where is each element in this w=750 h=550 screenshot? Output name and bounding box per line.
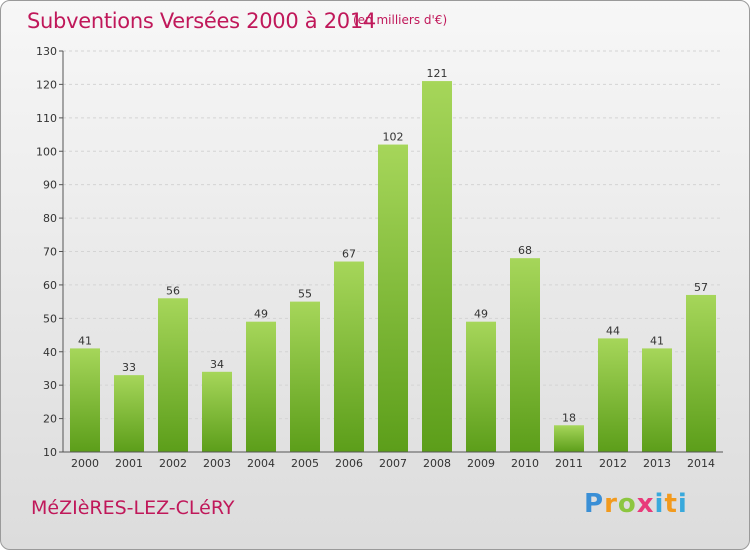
bar xyxy=(510,258,540,452)
bar-value-label: 121 xyxy=(427,67,448,80)
proxiti-logo: Proxiti xyxy=(584,489,688,519)
y-axis: 10 20 30 40 50 60 70 80 90 100 110 120 130 xyxy=(36,45,64,459)
bar xyxy=(554,425,584,452)
bar xyxy=(114,375,144,452)
logo-letter: x xyxy=(636,489,655,519)
logo-letter: t xyxy=(664,489,678,519)
x-tick-label: 2006 xyxy=(335,457,363,470)
logo-letter: i xyxy=(677,489,688,519)
bar xyxy=(598,338,628,452)
logo-letter: o xyxy=(617,489,637,519)
unit-note: (en milliers d'€) xyxy=(353,13,448,27)
x-tick-label: 2007 xyxy=(379,457,407,470)
y-tick-label: 40 xyxy=(43,346,57,359)
y-tick-label: 130 xyxy=(36,45,57,58)
bar-value-label: 56 xyxy=(166,284,180,297)
bar xyxy=(246,321,276,452)
y-tick-label: 60 xyxy=(43,279,57,292)
bar xyxy=(158,298,188,452)
bar-value-label: 49 xyxy=(474,308,488,321)
x-tick-label: 2012 xyxy=(599,457,627,470)
bar-value-label: 44 xyxy=(606,324,620,337)
bar xyxy=(70,348,100,452)
x-axis: 2000 2001 2002 2003 2004 2005 2006 2007 2008 2009… xyxy=(63,451,723,470)
commune-name: MéZIèRES-LEZ-CLéRY xyxy=(31,497,235,519)
bar xyxy=(334,261,364,452)
y-tick-label: 10 xyxy=(43,446,57,459)
bar-value-label: 33 xyxy=(122,361,136,374)
bar xyxy=(378,144,408,453)
x-tick-label: 2001 xyxy=(115,457,143,470)
bar-value-label: 57 xyxy=(694,281,708,294)
x-tick-label: 2010 xyxy=(511,457,539,470)
bar xyxy=(642,348,672,452)
y-tick-label: 70 xyxy=(43,246,57,259)
bar-value-label: 18 xyxy=(562,411,576,424)
x-tick-label: 2014 xyxy=(687,457,715,470)
y-tick-label: 90 xyxy=(43,179,57,192)
logo-letter: i xyxy=(654,489,665,519)
x-tick-label: 2003 xyxy=(203,457,231,470)
x-tick-label: 2004 xyxy=(247,457,275,470)
bar xyxy=(686,294,716,452)
chart-title: Subventions Versées 2000 à 2014 xyxy=(27,9,376,33)
x-tick-label: 2009 xyxy=(467,457,495,470)
x-tick-label: 2008 xyxy=(423,457,451,470)
y-tick-label: 50 xyxy=(43,312,57,325)
bar-value-label: 49 xyxy=(254,308,268,321)
bar-value-label: 102 xyxy=(383,131,404,144)
bar-value-label: 34 xyxy=(210,358,224,371)
bar-value-label: 55 xyxy=(298,288,312,301)
bar xyxy=(290,301,320,452)
bar-value-label: 68 xyxy=(518,244,532,257)
logo-letter: r xyxy=(604,489,618,519)
bars: 41 33 56 34 49 55 67 102 121 49 68 18 44 41 57 xyxy=(70,67,716,453)
bar xyxy=(422,81,452,452)
x-tick-label: 2013 xyxy=(643,457,671,470)
y-tick-label: 80 xyxy=(43,212,57,225)
x-tick-label: 2011 xyxy=(555,457,583,470)
logo-letter: P xyxy=(584,489,605,519)
x-tick-label: 2002 xyxy=(159,457,187,470)
y-tick-label: 110 xyxy=(36,112,57,125)
x-tick-label: 2000 xyxy=(71,457,99,470)
bar-value-label: 67 xyxy=(342,248,356,261)
bar xyxy=(202,371,232,452)
bar xyxy=(466,321,496,452)
y-tick-label: 20 xyxy=(43,413,57,426)
x-tick-label: 2005 xyxy=(291,457,319,470)
y-tick-label: 100 xyxy=(36,145,57,158)
y-tick-label: 30 xyxy=(43,379,57,392)
bar-value-label: 41 xyxy=(650,334,664,347)
y-tick-label: 120 xyxy=(36,78,57,91)
bar-value-label: 41 xyxy=(78,334,92,347)
